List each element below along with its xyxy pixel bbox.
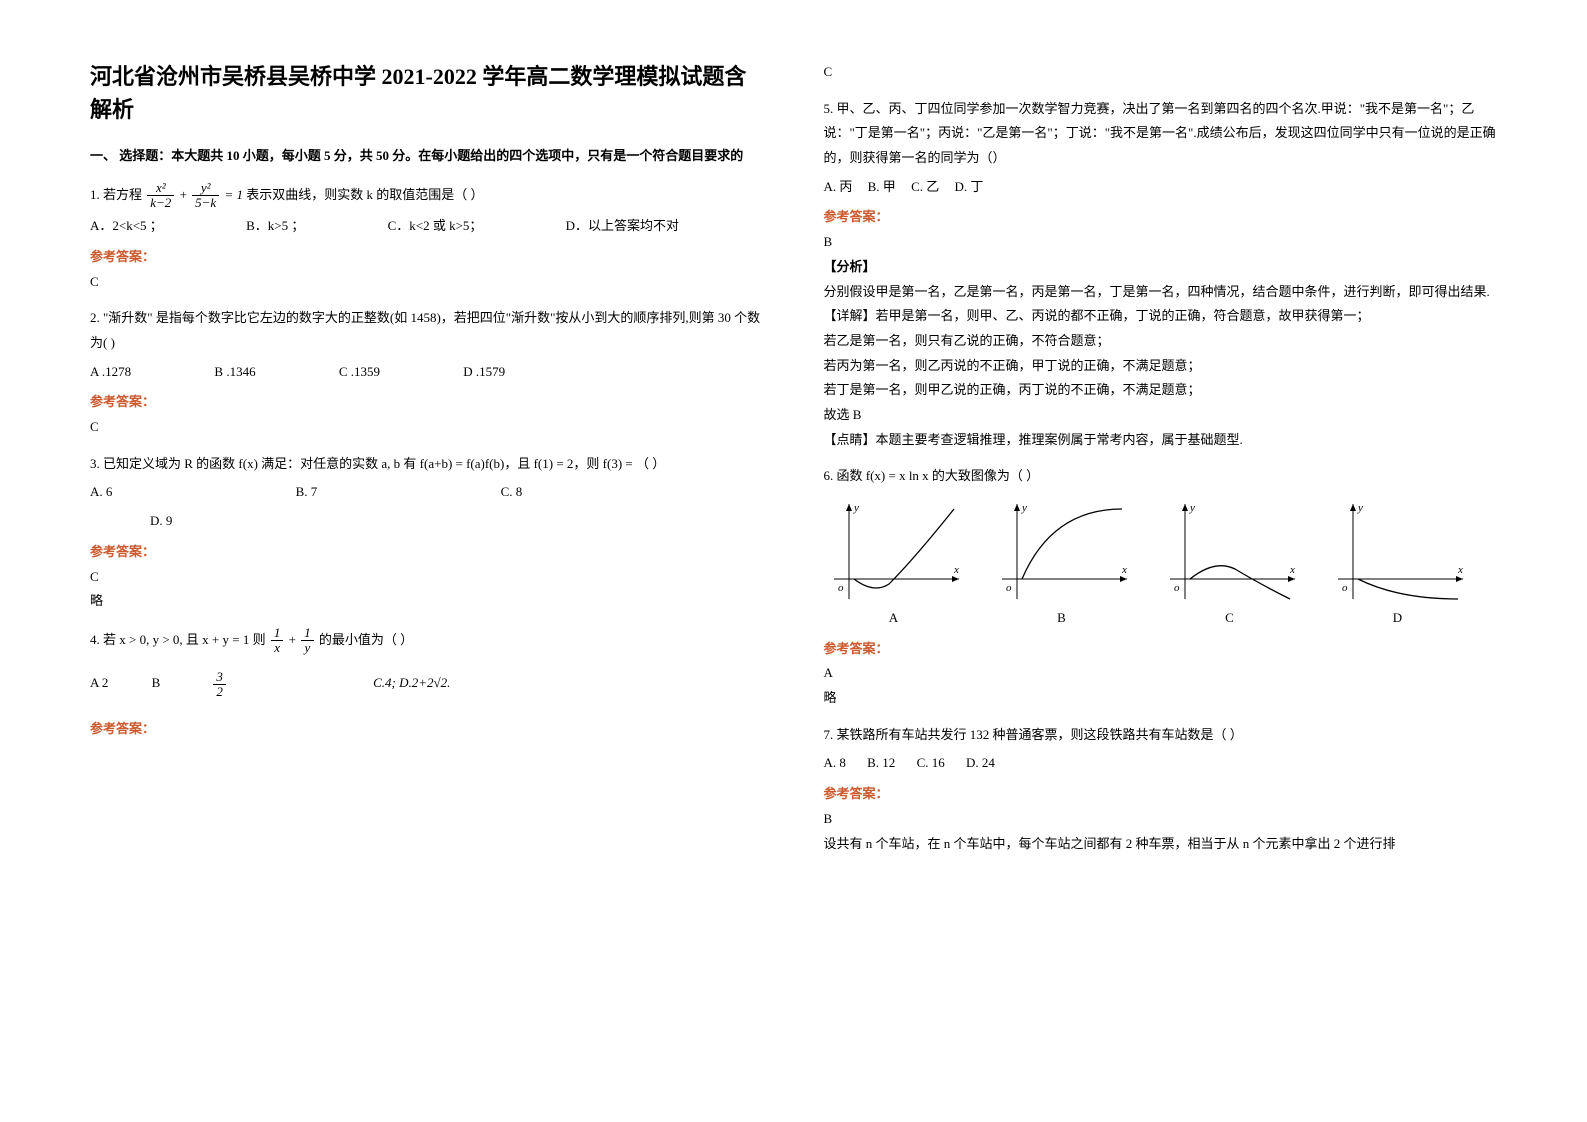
- q4-optA: A 2: [90, 671, 108, 696]
- q4-frac1: 1 x: [271, 626, 284, 656]
- q7-optB: B. 12: [867, 751, 895, 776]
- svg-text:o: o: [838, 582, 844, 594]
- q7-stem: 7. 某铁路所有车站共发行 132 种普通客票，则这段铁路共有车站数是（ ）: [824, 723, 1498, 748]
- q7-sol: 设共有 n 个车站，在 n 个车站中，每个车站之间都有 2 种车票，相当于从 n…: [824, 832, 1498, 857]
- q5-detail3: 若丙为第一名，则乙丙说的不正确，甲丁说的正确，不满足题意；: [824, 354, 1498, 379]
- q5-point: 【点睛】本题主要考查逻辑推理，推理案例属于常考内容，属于基础题型.: [824, 428, 1498, 453]
- q4-optCD: C.4; D.2+2√2.: [373, 671, 450, 696]
- q2-answer: C: [90, 415, 764, 440]
- q2-optD: D .1579: [463, 360, 505, 385]
- q1-frac2: y² 5−k: [192, 181, 219, 211]
- q3-optC: C. 8: [501, 480, 523, 505]
- q2-optC: C .1359: [339, 360, 380, 385]
- q6-answer-label: 参考答案：: [824, 637, 1498, 662]
- q1-answer: C: [90, 270, 764, 295]
- q6-labelD: D: [1328, 606, 1468, 631]
- svg-text:x: x: [1121, 564, 1127, 576]
- q2-optB: B .1346: [214, 360, 255, 385]
- q3-answer: C: [90, 565, 764, 590]
- q2-optA: A .1278: [90, 360, 131, 385]
- q6-labelB: B: [992, 606, 1132, 631]
- question-4: 4. 若 x > 0, y > 0, 且 x + y = 1 则 1 x + 1…: [90, 626, 764, 742]
- q5-detail5: 故选 B: [824, 403, 1498, 428]
- question-2: 2. "渐升数" 是指每个数字比它左边的数字大的正整数(如 1458)，若把四位…: [90, 306, 764, 439]
- q1-frac1: x² k−2: [147, 181, 174, 211]
- q5-detail4: 若丁是第一名，则甲乙说的正确，丙丁说的不正确，不满足题意；: [824, 378, 1498, 403]
- q5-answer-label: 参考答案：: [824, 205, 1498, 230]
- q7-optD: D. 24: [966, 751, 995, 776]
- page-title: 河北省沧州市吴桥县吴桥中学 2021-2022 学年高二数学理模拟试题含解析: [90, 60, 764, 126]
- q5-options: A. 丙 B. 甲 C. 乙 D. 丁: [824, 175, 1498, 200]
- q2-answer-label: 参考答案：: [90, 390, 764, 415]
- q6-labelA: A: [824, 606, 964, 631]
- q5-stem: 5. 甲、乙、丙、丁四位同学参加一次数学智力竞赛，决出了第一名到第四名的四个名次…: [824, 97, 1498, 171]
- q5-optC: C. 乙: [911, 175, 939, 200]
- q3-stem: 3. 已知定义域为 R 的函数 f(x) 满足：对任意的实数 a, b 有 f(…: [90, 452, 764, 477]
- svg-text:y: y: [1189, 502, 1195, 514]
- q6-labelC: C: [1160, 606, 1300, 631]
- q3-optD: D. 9: [150, 509, 172, 534]
- q1-optC: C．k<2 或 k>5；: [388, 214, 483, 239]
- q5-detail1: 【详解】若甲是第一名，则甲、乙、丙说的都不正确，丁说的正确，符合题意，故甲获得第…: [824, 304, 1498, 329]
- question-5: 5. 甲、乙、丙、丁四位同学参加一次数学智力竞赛，决出了第一名到第四名的四个名次…: [824, 97, 1498, 453]
- q5-optA: A. 丙: [824, 175, 853, 200]
- svg-text:o: o: [1174, 582, 1180, 594]
- q7-options: A. 8 B. 12 C. 16 D. 24: [824, 751, 1498, 776]
- q3-answer-label: 参考答案：: [90, 540, 764, 565]
- q6-graph-B: o x y B: [992, 499, 1132, 631]
- q6-answer: A: [824, 661, 1498, 686]
- q1-optB: B．k>5 ；: [246, 214, 304, 239]
- question-1: 1. 若方程 x² k−2 + y² 5−k = 1 表示双曲线，则实数 k 的…: [90, 181, 764, 295]
- q5-detail2: 若乙是第一名，则只有乙说的正确，不符合题意；: [824, 329, 1498, 354]
- q4-options: A 2 B 3 2 C.4; D.2+2√2.: [90, 670, 764, 700]
- q2-stem: 2. "渐升数" 是指每个数字比它左边的数字大的正整数(如 1458)，若把四位…: [90, 306, 764, 355]
- svg-text:y: y: [853, 502, 859, 514]
- q3-options-row2: D. 9: [90, 509, 764, 534]
- q6-graphs: o x y A o x y: [824, 499, 1498, 631]
- q3-optA: A. 6: [90, 480, 112, 505]
- svg-text:y: y: [1357, 502, 1363, 514]
- q6-graph-A: o x y A: [824, 499, 964, 631]
- q4-frac2: 1 y: [301, 626, 314, 656]
- q1-answer-label: 参考答案：: [90, 245, 764, 270]
- q5-optD: D. 丁: [954, 175, 983, 200]
- q7-answer-label: 参考答案：: [824, 782, 1498, 807]
- q1-optA: A．2<k<5 ；: [90, 214, 163, 239]
- question-7: 7. 某铁路所有车站共发行 132 种普通客票，则这段铁路共有车站数是（ ） A…: [824, 723, 1498, 856]
- q7-optC: C. 16: [917, 751, 945, 776]
- q1-optD: D．以上答案均不对: [566, 214, 679, 239]
- q6-graph-C: o x y C: [1160, 499, 1300, 631]
- q6-stem: 6. 函数 f(x) = x ln x 的大致图像为（ ）: [824, 464, 1498, 489]
- q1-stem-pre: 1. 若方程: [90, 186, 142, 201]
- svg-text:o: o: [1006, 582, 1012, 594]
- question-3: 3. 已知定义域为 R 的函数 f(x) 满足：对任意的实数 a, b 有 f(…: [90, 452, 764, 614]
- q1-stem: 1. 若方程 x² k−2 + y² 5−k = 1 表示双曲线，则实数 k 的…: [90, 181, 764, 211]
- q4-stem: 4. 若 x > 0, y > 0, 且 x + y = 1 则 1 x + 1…: [90, 626, 764, 656]
- q3-extra: 略: [90, 589, 764, 614]
- q1-options: A．2<k<5 ； B．k>5 ； C．k<2 或 k>5； D．以上答案均不对: [90, 214, 764, 239]
- svg-text:o: o: [1342, 582, 1348, 594]
- q5-answer: B: [824, 230, 1498, 255]
- q6-graph-D: o x y D: [1328, 499, 1468, 631]
- q5-analysis-label: 【分析】: [824, 255, 1498, 280]
- svg-text:x: x: [1457, 564, 1463, 576]
- section-heading: 一、 选择题：本大题共 10 小题，每小题 5 分，共 50 分。在每小题给出的…: [90, 144, 764, 169]
- q5-analysis1: 分别假设甲是第一名，乙是第一名，丙是第一名，丁是第一名，四种情况，结合题中条件，…: [824, 280, 1498, 305]
- q7-optA: A. 8: [824, 751, 846, 776]
- q5-optB: B. 甲: [868, 175, 896, 200]
- q2-options: A .1278 B .1346 C .1359 D .1579: [90, 360, 764, 385]
- svg-text:x: x: [953, 564, 959, 576]
- question-6: 6. 函数 f(x) = x ln x 的大致图像为（ ） o x y: [824, 464, 1498, 710]
- q7-answer: B: [824, 807, 1498, 832]
- q4-answer-label: 参考答案：: [90, 717, 764, 742]
- q4-optB: B 3 2: [152, 670, 302, 700]
- q6-extra: 略: [824, 686, 1498, 711]
- svg-text:y: y: [1021, 502, 1027, 514]
- svg-text:x: x: [1289, 564, 1295, 576]
- q4-answer: C: [824, 60, 1498, 85]
- q3-options: A. 6 B. 7 C. 8: [90, 480, 764, 505]
- q3-optB: B. 7: [296, 480, 318, 505]
